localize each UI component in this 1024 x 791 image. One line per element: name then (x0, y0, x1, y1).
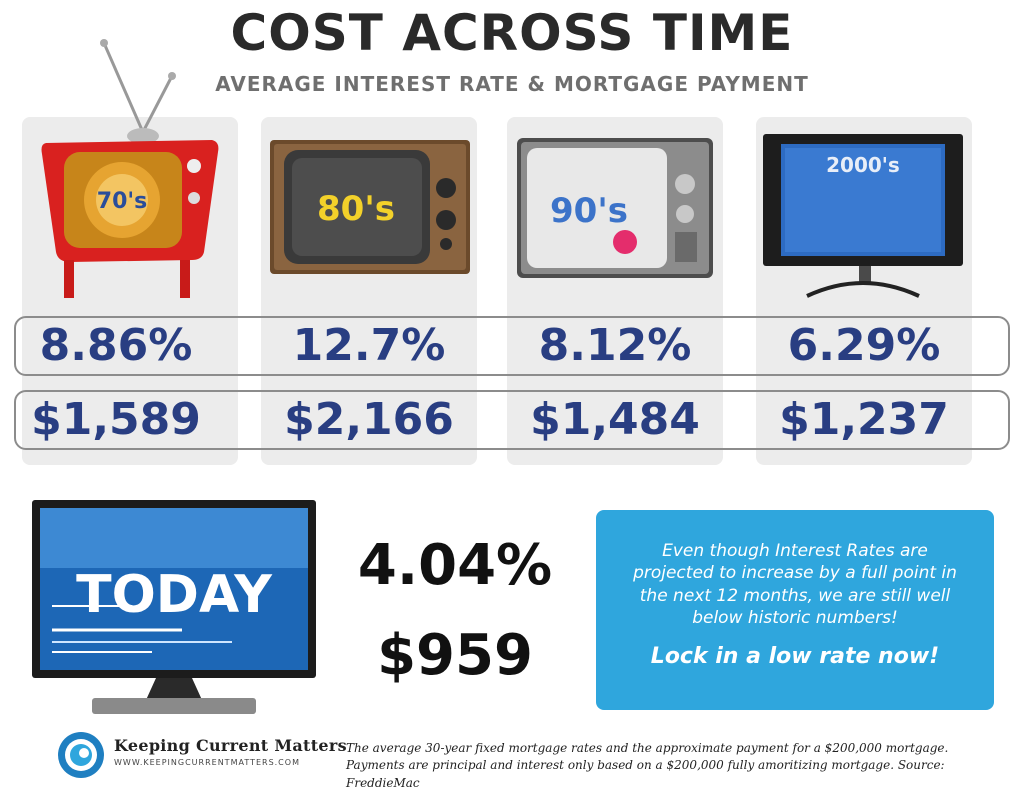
era-label-90s: 90's (550, 191, 628, 231)
page-title: COST ACROSS TIME (230, 4, 794, 62)
flat-screen-tv-icon: 2000's (763, 134, 963, 298)
today-rate: 4.04% (357, 533, 553, 598)
rate-80s: 12.7% (292, 320, 446, 371)
brand-url: WWW.KEEPINGCURRENTMATTERS.COM (114, 758, 300, 767)
monitor-icon: TODAY (32, 500, 316, 714)
payment-80s: $2,166 (284, 394, 454, 445)
swirl-logo-icon (58, 732, 104, 778)
footnote-line-2: Payments are principal and interest only… (346, 758, 945, 790)
payment-90s: $1,484 (530, 394, 700, 445)
page-subtitle: AVERAGE INTEREST RATE & MORTGAGE PAYMENT (215, 72, 809, 96)
payment-row (14, 390, 1010, 450)
footnote-line-1: The average 30-year fixed mortgage rates… (346, 741, 949, 755)
era-label-80s: 80's (317, 189, 395, 229)
wood-tv-icon: 80's (270, 140, 470, 274)
rate-70s: 8.86% (39, 320, 193, 371)
brand-logo: Keeping Current Matters WWW.KEEPINGCURRE… (56, 730, 347, 780)
retro-tv-icon: 70's (41, 39, 219, 298)
rate-row (14, 316, 1010, 376)
footnote: The average 30-year fixed mortgage rates… (346, 740, 1016, 791)
gray-tv-icon: 90's (517, 138, 713, 278)
rate-2000s: 6.29% (787, 320, 941, 371)
callout-box: Even though Interest Rates are projected… (596, 510, 994, 710)
callout-cta: Lock in a low rate now! (650, 643, 940, 669)
callout-text: Even though Interest Rates are projected… (633, 541, 957, 629)
today-payment: $959 (377, 623, 533, 688)
rate-90s: 8.12% (538, 320, 692, 371)
payment-2000s: $1,237 (779, 394, 949, 445)
payment-70s: $1,589 (31, 394, 201, 445)
brand-name: Keeping Current Matters (114, 736, 347, 755)
era-label-2000s: 2000's (826, 153, 900, 177)
today-label: TODAY (76, 565, 273, 625)
era-label-70s: 70's (97, 189, 147, 214)
